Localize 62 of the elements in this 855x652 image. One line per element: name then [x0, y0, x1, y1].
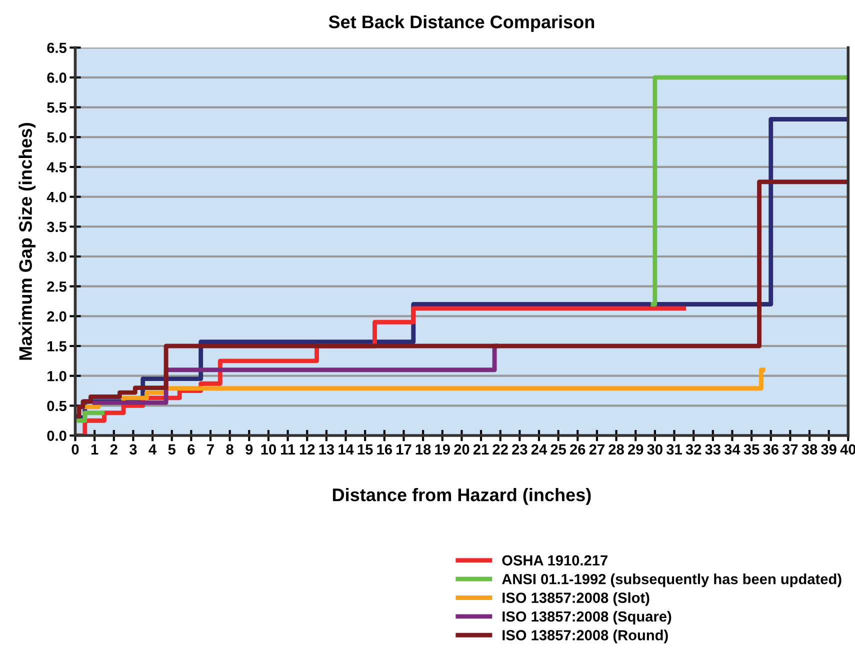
- x-tick-label: 18: [416, 444, 431, 455]
- x-tick-label: 11: [281, 444, 296, 454]
- legend-label: ISO 13857:2008 (Round): [502, 630, 668, 644]
- x-tick-label: 36: [763, 444, 778, 455]
- x-tick-label: 38: [802, 444, 818, 455]
- y-tick-label: 6.0: [47, 72, 66, 83]
- x-tick-label: 23: [512, 444, 528, 455]
- x-tick-label: 39: [821, 444, 836, 455]
- x-tick-label: 17: [396, 444, 412, 454]
- y-axis-title: Maximum Gap Size (inches): [18, 123, 36, 360]
- x-tick-label: 29: [628, 444, 644, 455]
- x-tick-label: 9: [246, 444, 253, 455]
- y-tick-label: 6.5: [47, 42, 66, 54]
- y-tick-label: 5.5: [47, 102, 66, 113]
- x-tick-label: 30: [647, 444, 662, 455]
- legend-label: ISO 13857:2008 (Slot): [502, 592, 650, 606]
- x-tick-label: 21: [473, 444, 489, 454]
- x-tick-label: 6: [188, 444, 195, 455]
- y-tick-label: 5.0: [47, 132, 66, 143]
- x-tick-label: 26: [570, 444, 586, 455]
- x-tick-label: 31: [666, 444, 682, 455]
- y-tick-label: 1.5: [48, 341, 66, 352]
- x-tick-label: 22: [492, 444, 508, 454]
- x-tick-label: 35: [744, 444, 760, 455]
- y-tick-label: 0.5: [47, 400, 66, 412]
- x-tick-label: 24: [531, 444, 548, 454]
- chart-title: Set Back Distance Comparison: [328, 15, 594, 32]
- y-tick-label: 4.0: [46, 192, 66, 202]
- x-tick-label: 25: [550, 444, 566, 455]
- legend-label: ISO 13857:2008 (Square): [502, 610, 672, 625]
- x-tick-label: 1: [91, 444, 98, 454]
- y-tick-label: 3.0: [46, 252, 66, 262]
- x-tick-label: 3: [129, 444, 137, 455]
- x-tick-label: 34: [724, 444, 740, 455]
- y-tick-label: 1.0: [48, 370, 66, 382]
- x-tick-label: 33: [705, 444, 720, 455]
- y-tick-label: 4.5: [46, 162, 66, 172]
- x-tick-label: 7: [207, 444, 214, 454]
- x-tick-label: 14: [338, 444, 354, 454]
- y-tick-label: 2.0: [47, 311, 66, 322]
- x-tick-label: 5: [168, 444, 176, 455]
- x-tick-label: 0: [72, 444, 79, 455]
- x-tick-label: 32: [686, 444, 702, 455]
- legend-label: OSHA 1910.217: [502, 555, 608, 566]
- x-tick-label: 10: [261, 444, 276, 455]
- x-tick-label: 27: [589, 444, 604, 454]
- x-tick-label: 12: [300, 444, 315, 454]
- x-axis-title: Distance from Hazard (inches): [332, 488, 591, 505]
- x-tick-label: 4: [148, 444, 157, 454]
- x-tick-label: 2: [110, 444, 118, 454]
- y-tick-label: 2.5: [47, 281, 66, 292]
- x-tick-label: 8: [226, 444, 234, 455]
- y-tick-label: 3.5: [46, 222, 66, 232]
- x-tick-label: 15: [358, 444, 373, 455]
- x-tick-label: 20: [454, 444, 470, 455]
- x-tick-label: 13: [319, 444, 334, 455]
- legend-label: ANSI 01.1-1992 (subsequently has been updated): [502, 574, 842, 588]
- x-tick-label: 16: [377, 444, 392, 455]
- x-tick-label: 19: [435, 444, 450, 455]
- x-tick-label: 28: [608, 444, 624, 455]
- y-tick-label: 0.0: [47, 430, 66, 441]
- x-tick-label: 37: [782, 444, 798, 455]
